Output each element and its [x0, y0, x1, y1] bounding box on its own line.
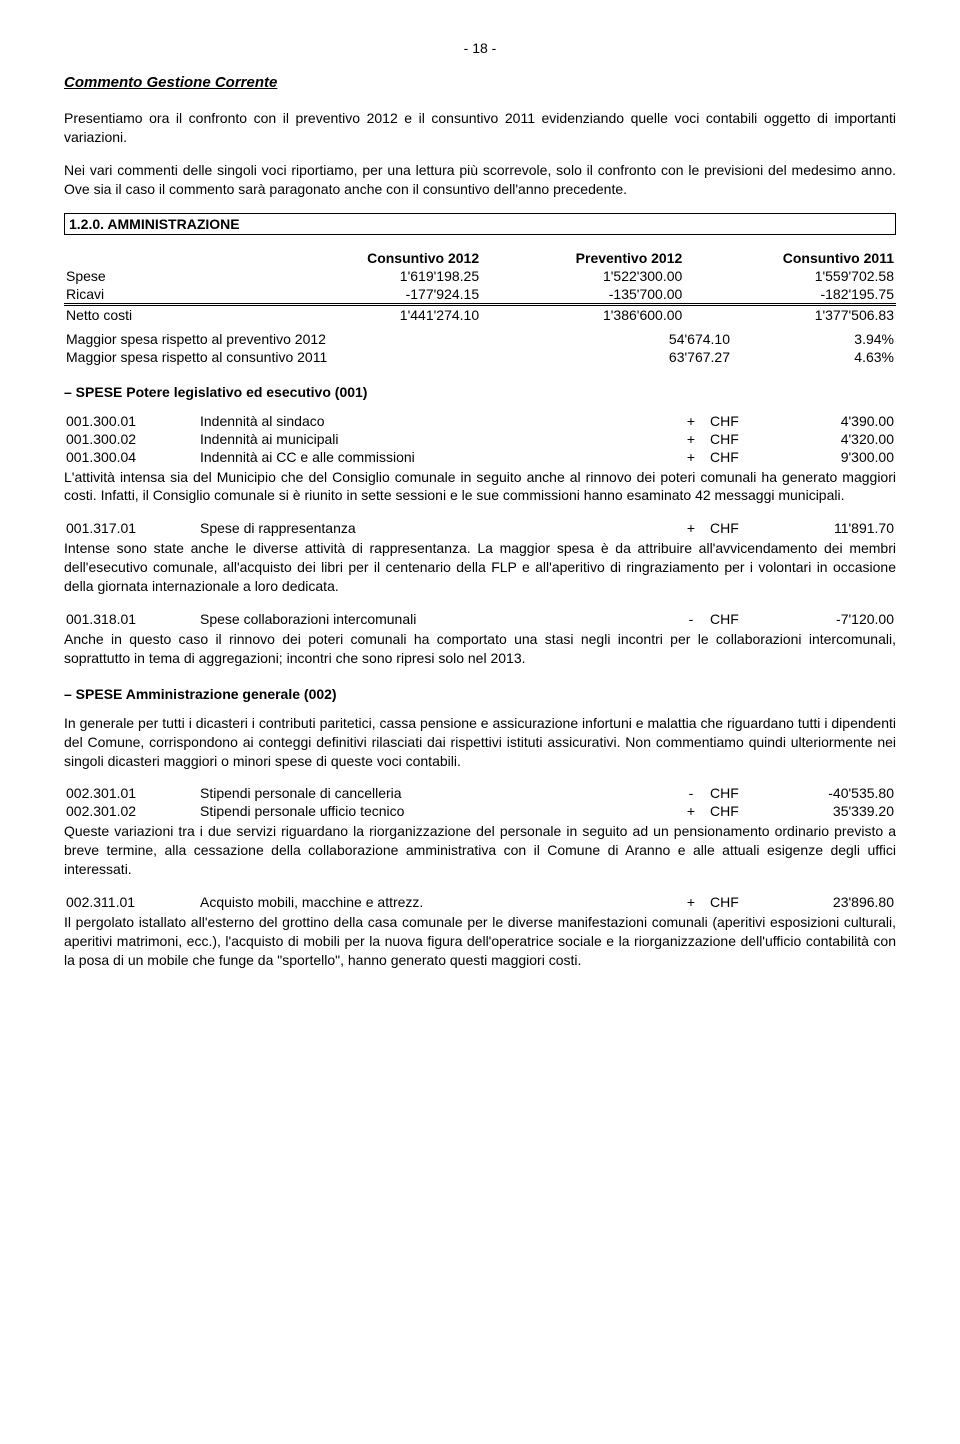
paragraph: Intense sono state anche le diverse atti…	[64, 539, 896, 596]
sign: +	[674, 519, 708, 537]
currency: CHF	[708, 412, 772, 430]
cell: 1'559'702.58	[684, 267, 896, 285]
table-row: 001.300.01 Indennità al sindaco + CHF 4'…	[64, 412, 896, 430]
expense-line-002b: 002.311.01 Acquisto mobili, macchine e a…	[64, 893, 896, 911]
code: 002.311.01	[64, 893, 198, 911]
sign: +	[674, 893, 708, 911]
cell: 1'441'274.10	[268, 304, 481, 324]
amount: -7'120.00	[772, 610, 896, 628]
code: 001.300.01	[64, 412, 198, 430]
main-title: Commento Gestione Corrente	[64, 74, 896, 91]
subheading-002: – SPESE Amministrazione generale (002)	[64, 686, 896, 702]
amount: -40'535.80	[772, 784, 896, 802]
desc: Acquisto mobili, macchine e attrezz.	[198, 893, 674, 911]
summary-table: Consuntivo 2012 Preventivo 2012 Consunti…	[64, 249, 896, 324]
paragraph: In generale per tutti i dicasteri i cont…	[64, 714, 896, 771]
currency: CHF	[708, 802, 772, 820]
cell: 1'619'198.25	[268, 267, 481, 285]
cell: 1'386'600.00	[481, 304, 684, 324]
intro-paragraph-1: Presentiamo ora il confronto con il prev…	[64, 109, 896, 147]
currency: CHF	[708, 519, 772, 537]
paragraph: L'attività intensa sia del Municipio che…	[64, 468, 896, 506]
code: 001.300.02	[64, 430, 198, 448]
amount: 35'339.20	[772, 802, 896, 820]
sign: +	[674, 430, 708, 448]
amount: 11'891.70	[772, 519, 896, 537]
table-row: Spese 1'619'198.25 1'522'300.00 1'559'70…	[64, 267, 896, 285]
amount: 23'896.80	[772, 893, 896, 911]
code: 001.317.01	[64, 519, 198, 537]
table-row: 002.301.01 Stipendi personale di cancell…	[64, 784, 896, 802]
table-row: 001.317.01 Spese di rappresentanza + CHF…	[64, 519, 896, 537]
code: 001.318.01	[64, 610, 198, 628]
cell: 54'674.10	[568, 330, 732, 348]
document-page: - 18 - Commento Gestione Corrente Presen…	[0, 0, 960, 1024]
table-row: 002.301.02 Stipendi personale ufficio te…	[64, 802, 896, 820]
cell: 4.63%	[732, 348, 896, 366]
row-label: Ricavi	[64, 285, 268, 305]
amount: 4'320.00	[772, 430, 896, 448]
section-header-amministrazione: 1.2.0. AMMINISTRAZIONE	[64, 213, 896, 235]
cell: -182'195.75	[684, 285, 896, 305]
row-label: Maggior spesa rispetto al consuntivo 201…	[64, 348, 568, 366]
code: 002.301.02	[64, 802, 198, 820]
expense-line-001c: 001.318.01 Spese collaborazioni intercom…	[64, 610, 896, 628]
intro-paragraph-2: Nei vari commenti delle singoli voci rip…	[64, 161, 896, 199]
sign: -	[674, 610, 708, 628]
desc: Stipendi personale di cancelleria	[198, 784, 674, 802]
sign: +	[674, 802, 708, 820]
expense-lines-001a: 001.300.01 Indennità al sindaco + CHF 4'…	[64, 412, 896, 466]
cell: 1'522'300.00	[481, 267, 684, 285]
paragraph: Queste variazioni tra i due servizi rigu…	[64, 822, 896, 879]
col-header: Preventivo 2012	[481, 249, 684, 267]
expense-line-001b: 001.317.01 Spese di rappresentanza + CHF…	[64, 519, 896, 537]
desc: Indennità ai CC e alle commissioni	[198, 448, 674, 466]
code: 002.301.01	[64, 784, 198, 802]
sign: +	[674, 448, 708, 466]
paragraph: Il pergolato istallato all'esterno del g…	[64, 913, 896, 970]
cell: 63'767.27	[568, 348, 732, 366]
page-number: - 18 -	[64, 40, 896, 56]
table-row: Maggior spesa rispetto al preventivo 201…	[64, 330, 896, 348]
cell: -135'700.00	[481, 285, 684, 305]
paragraph: Anche in questo caso il rinnovo dei pote…	[64, 630, 896, 668]
cell: 3.94%	[732, 330, 896, 348]
row-label: Spese	[64, 267, 268, 285]
subheading-001: – SPESE Potere legislativo ed esecutivo …	[64, 384, 896, 400]
table-row: 001.300.04 Indennità ai CC e alle commis…	[64, 448, 896, 466]
desc: Spese di rappresentanza	[198, 519, 674, 537]
table-row: 001.300.02 Indennità ai municipali + CHF…	[64, 430, 896, 448]
currency: CHF	[708, 448, 772, 466]
table-header-row: Consuntivo 2012 Preventivo 2012 Consunti…	[64, 249, 896, 267]
currency: CHF	[708, 893, 772, 911]
row-label: Maggior spesa rispetto al preventivo 201…	[64, 330, 568, 348]
cell: 1'377'506.83	[684, 304, 896, 324]
code: 001.300.04	[64, 448, 198, 466]
amount: 4'390.00	[772, 412, 896, 430]
currency: CHF	[708, 430, 772, 448]
desc: Indennità al sindaco	[198, 412, 674, 430]
table-row: 001.318.01 Spese collaborazioni intercom…	[64, 610, 896, 628]
variance-table: Maggior spesa rispetto al preventivo 201…	[64, 330, 896, 366]
table-row: Ricavi -177'924.15 -135'700.00 -182'195.…	[64, 285, 896, 305]
desc: Stipendi personale ufficio tecnico	[198, 802, 674, 820]
col-header: Consuntivo 2011	[684, 249, 896, 267]
cell: -177'924.15	[268, 285, 481, 305]
col-header: Consuntivo 2012	[268, 249, 481, 267]
desc: Spese collaborazioni intercomunali	[198, 610, 674, 628]
sign: +	[674, 412, 708, 430]
row-label: Netto costi	[64, 304, 268, 324]
currency: CHF	[708, 610, 772, 628]
table-row: Maggior spesa rispetto al consuntivo 201…	[64, 348, 896, 366]
desc: Indennità ai municipali	[198, 430, 674, 448]
amount: 9'300.00	[772, 448, 896, 466]
table-row-total: Netto costi 1'441'274.10 1'386'600.00 1'…	[64, 304, 896, 324]
sign: -	[674, 784, 708, 802]
currency: CHF	[708, 784, 772, 802]
table-row: 002.311.01 Acquisto mobili, macchine e a…	[64, 893, 896, 911]
expense-lines-002a: 002.301.01 Stipendi personale di cancell…	[64, 784, 896, 820]
